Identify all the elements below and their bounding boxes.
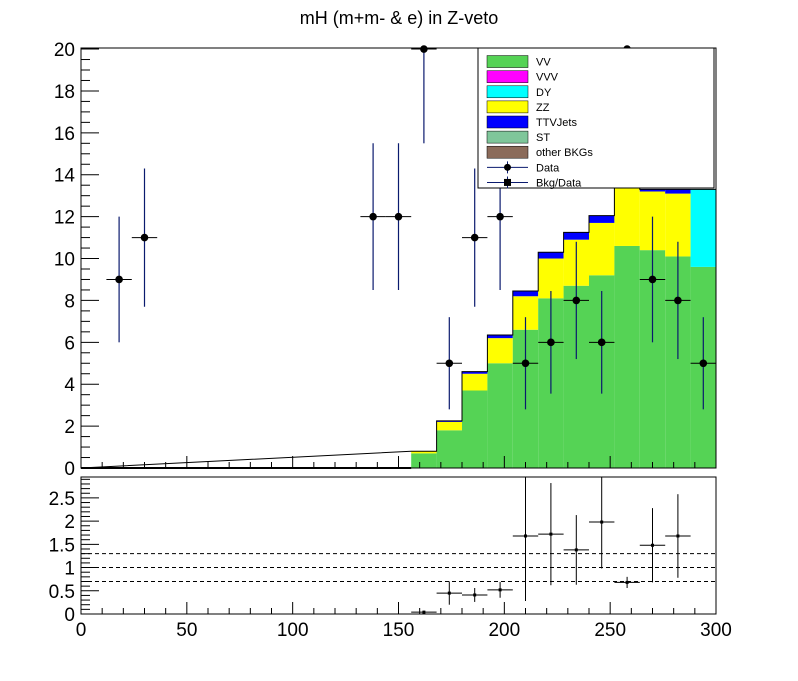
bottom-ytick-label-5: 2.5: [49, 489, 75, 510]
data-point-2: [369, 212, 377, 221]
top-ytick-label-2: 4: [64, 375, 75, 396]
bottom-xtick-label-4: 200: [488, 620, 520, 641]
legend-label-3: ZZ: [536, 102, 550, 114]
legend-swatch-0: [486, 55, 529, 68]
legend-swatch-3: [486, 100, 529, 114]
ratio-point-7: [600, 520, 604, 524]
stack-bar-zz-3: [487, 338, 513, 364]
stack-bar-vv-1: [436, 430, 462, 468]
legend-marker-7: [504, 163, 511, 171]
stack-bar-ttvjets-5: [538, 252, 564, 259]
ratio-point-1: [447, 591, 451, 595]
stack-bar-vv-8: [614, 245, 640, 468]
ratio-point-8: [625, 580, 629, 584]
data-point-4: [420, 45, 428, 53]
ratio-point-9: [651, 543, 654, 547]
top-ytick-label-5: 10: [54, 250, 75, 271]
data-point-0: [115, 275, 123, 284]
legend-label-0: VV: [536, 57, 551, 69]
bottom-xtick-label-5: 250: [594, 620, 626, 641]
legend-label-4: TTVJets: [536, 117, 577, 129]
data-point-10: [572, 296, 581, 305]
bottom-frame: [80, 476, 717, 615]
data-point-8: [521, 359, 530, 368]
stack-bar-ttvjets-1: [436, 420, 462, 422]
stack-bar-zz-1: [436, 421, 462, 431]
legend-swatch-6: [486, 145, 529, 159]
stack-bar-zz-0: [411, 451, 437, 454]
stack-bar-ttvjets-9: [639, 189, 666, 192]
data-point-6: [470, 233, 479, 242]
legend-label-8: Bkg/Data: [536, 177, 582, 189]
stack-bar-ttvjets-2: [462, 371, 488, 374]
bottom-ytick-label-4: 2: [64, 512, 75, 533]
bottom-ytick-label-1: 0.5: [49, 582, 75, 603]
bottom-xtick-label-6: 300: [700, 620, 732, 641]
legend-label-5: ST: [536, 132, 550, 144]
data-point-1: [140, 233, 149, 242]
top-ytick-label-4: 8: [64, 291, 75, 312]
stack-bar-ttvjets-4: [512, 290, 539, 297]
legend-label-7: Data: [536, 162, 560, 174]
data-point-7: [496, 212, 504, 221]
stack-bar-zz-7: [589, 222, 615, 276]
stack-bar-vv-3: [487, 363, 513, 468]
data-point-9: [547, 338, 555, 347]
bottom-xtick-label-0: 0: [76, 620, 87, 641]
legend-label-1: VVV: [536, 72, 559, 84]
bottom-xtick-label-2: 100: [277, 620, 309, 641]
ratio-point-2: [473, 593, 477, 597]
data-point-11: [597, 338, 606, 347]
top-panel: 0 2 4 6 8 10 12 14 16 18 20: [54, 40, 717, 480]
stack-bar-vv-2: [462, 390, 488, 468]
ratio-point-6: [574, 548, 578, 552]
ratio-point-5: [549, 532, 553, 536]
legend-swatch-4: [486, 115, 529, 129]
top-ytick-label-0: 0: [64, 459, 75, 480]
top-ytick-label-1: 2: [64, 417, 75, 438]
stack-bar-ttvjets-6: [563, 232, 589, 240]
top-ytick-label-8: 16: [54, 124, 75, 145]
stack-bar-vv-0: [411, 453, 437, 468]
bottom-xtick-label-3: 150: [383, 620, 415, 641]
stack-bar-ttvjets-10: [665, 189, 691, 194]
legend-label-2: DY: [536, 87, 552, 99]
stack-bar-ttvjets-3: [487, 334, 513, 339]
data-point-3: [394, 212, 403, 221]
stack-bar-zz-2: [462, 373, 488, 391]
ratio-point-0: [422, 610, 426, 614]
ratio-point-4: [524, 534, 527, 538]
bottom-ytick-label-0: 0: [64, 605, 75, 626]
legend-marker-8: [504, 178, 511, 186]
legend-swatch-5: [486, 130, 529, 144]
legend-label-6: other BKGs: [536, 147, 593, 159]
top-ytick-label-6: 12: [54, 208, 75, 229]
legend-swatch-1: [486, 70, 529, 83]
stack-bar-ttvjets-7: [589, 215, 615, 223]
bottom-ytick-label-3: 1.5: [49, 535, 75, 556]
stack-bar-zz-8: [614, 181, 640, 246]
data-point-14: [674, 296, 682, 305]
data-point-15: [699, 359, 708, 368]
stack-bar-dy-11: [690, 189, 716, 267]
top-ytick-label-10: 20: [54, 40, 75, 61]
top-ytick-label-7: 14: [54, 166, 76, 187]
ratio-panel: 00.51 1.522.5 0 50 100 150 200 250 300: [49, 476, 732, 641]
legend-swatch-2: [486, 85, 529, 99]
chart-title: mH (m+m- & e) in Z-veto: [300, 8, 499, 28]
bottom-xtick-label-1: 50: [176, 620, 197, 641]
bottom-ytick-label-2: 1: [64, 559, 75, 580]
ratio-point-10: [676, 534, 680, 538]
ratio-point-3: [498, 588, 502, 592]
data-point-13: [648, 275, 657, 284]
top-ytick-label-9: 18: [54, 82, 75, 103]
top-ytick-label-3: 6: [64, 333, 75, 354]
data-point-5: [445, 359, 454, 368]
